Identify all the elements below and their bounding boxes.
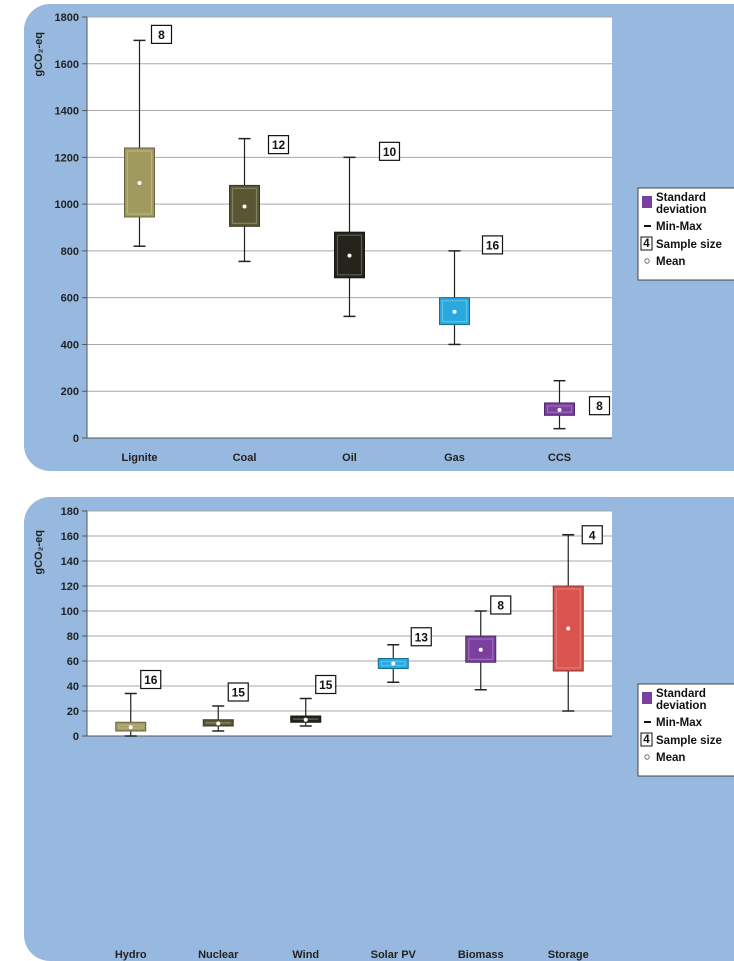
y-tick-label: 1800 <box>55 12 79 24</box>
y-tick-label: 400 <box>61 339 79 351</box>
box-bevel-coal <box>231 187 258 224</box>
x-category-label: Biomass <box>458 949 504 961</box>
x-category-label: Oil <box>342 452 357 464</box>
mean-marker-nuclear <box>216 721 221 726</box>
x-category-label: Storage <box>548 949 589 961</box>
x-category-label: Gas <box>444 452 465 464</box>
box-bevel-oil <box>336 234 363 276</box>
legend-sample-badge-text: 4 <box>643 734 650 746</box>
sample-size-badge-ccs <box>588 396 611 416</box>
legend-mean-marker <box>644 754 650 760</box>
y-tick-label: 800 <box>61 246 79 258</box>
sample-size-badge-solar-pv <box>410 627 432 647</box>
mean-marker-gas <box>452 309 457 314</box>
legend-minmax-label: Min-Max <box>656 717 703 729</box>
box-bevel-lignite <box>126 150 153 215</box>
y-tick-label: 40 <box>67 681 79 693</box>
x-category-label: Wind <box>292 949 319 961</box>
y-tick-label: 0 <box>73 731 79 743</box>
fossil-emissions-box-chart: 0 200 400 600 800 1000 1200 1400 1600 1800 gCO₂-eq… <box>33 12 734 464</box>
box-bevel-ccs <box>546 405 573 413</box>
mean-marker-hydro <box>128 725 133 730</box>
sample-size-badge-nuclear <box>227 682 249 702</box>
legend-std-label-1: Standard <box>656 688 706 700</box>
y-tick-label: 60 <box>67 656 79 668</box>
y-tick-label: 1600 <box>55 59 79 71</box>
sample-size-label-nuclear: 15 <box>232 686 246 700</box>
y-tick-label: 160 <box>61 531 79 543</box>
y-tick-label: 180 <box>61 506 79 518</box>
sample-size-label-ccs: 8 <box>596 399 603 413</box>
legend-sample-badge-text: 4 <box>643 238 650 250</box>
sample-size-badge-oil <box>378 141 401 161</box>
legend-minmax-label: Min-Max <box>656 221 703 233</box>
legend-sample-label: Sample size <box>656 735 722 747</box>
mean-marker-solar-pv <box>391 661 396 666</box>
legend-std-label-2: deviation <box>656 700 706 712</box>
sample-size-label-biomass: 8 <box>497 599 504 613</box>
y-tick-label: 20 <box>67 706 79 718</box>
legend-sample-badge <box>640 732 653 747</box>
sample-size-badge-coal <box>267 135 290 155</box>
sample-size-label-coal: 12 <box>272 138 286 152</box>
legend-box <box>637 187 734 281</box>
mean-marker-biomass <box>478 647 483 652</box>
x-category-label: CCS <box>548 452 571 464</box>
y-tick-label: 80 <box>67 631 79 643</box>
y-tick-label: 1400 <box>55 106 79 118</box>
y-axis-label: gCO₂-eq <box>33 32 45 77</box>
legend-std-swatch <box>642 196 652 208</box>
y-tick-label: 1200 <box>55 152 79 164</box>
mean-marker-wind <box>303 717 308 722</box>
sample-size-badge-storage <box>581 525 603 545</box>
mean-marker-coal <box>242 204 247 209</box>
y-tick-label: 0 <box>73 433 79 445</box>
x-category-label: Lignite <box>121 452 157 464</box>
x-category-label: Coal <box>233 452 257 464</box>
y-tick-label: 120 <box>61 581 79 593</box>
y-tick-label: 600 <box>61 293 79 305</box>
sample-size-label-oil: 10 <box>383 145 397 159</box>
sample-size-badge-biomass <box>490 595 512 615</box>
box-bevel-biomass <box>468 638 494 660</box>
box-bevel-storage <box>555 588 581 669</box>
y-tick-label: 200 <box>61 386 79 398</box>
legend-std-label-1: Standard <box>656 192 706 204</box>
legend-sample-label: Sample size <box>656 239 722 251</box>
sample-size-badge-gas <box>481 235 504 255</box>
sample-size-badge-wind <box>315 674 337 695</box>
legend-box <box>637 683 734 777</box>
sample-size-badge-lignite <box>150 24 173 44</box>
sample-size-label-solar-pv: 13 <box>415 630 429 644</box>
x-category-label: Hydro <box>115 949 147 961</box>
plot-area <box>87 511 612 736</box>
mean-marker-oil <box>347 253 352 258</box>
y-tick-label: 1000 <box>55 199 79 211</box>
legend-mean-label: Mean <box>656 256 685 268</box>
mean-marker-storage <box>566 626 571 631</box>
sample-size-label-wind: 15 <box>319 678 333 692</box>
legend-std-swatch <box>642 692 652 704</box>
x-category-label: Nuclear <box>198 949 239 961</box>
legend-std-label-2: deviation <box>656 204 706 216</box>
sample-size-label-lignite: 8 <box>158 28 165 42</box>
y-tick-label: 140 <box>61 556 79 568</box>
legend-mean-marker <box>644 258 650 264</box>
sample-size-label-gas: 16 <box>486 238 500 252</box>
legend-sample-badge <box>640 236 653 251</box>
y-tick-label: 100 <box>61 606 79 618</box>
box-bevel-gas <box>441 300 468 323</box>
sample-size-badge-hydro <box>140 669 162 690</box>
y-axis-label: gCO₂-eq <box>33 530 45 575</box>
mean-marker-ccs <box>557 407 562 412</box>
sample-size-label-storage: 4 <box>589 528 596 542</box>
sample-size-label-hydro: 16 <box>144 673 158 687</box>
x-category-label: Solar PV <box>371 949 417 961</box>
legend-mean-label: Mean <box>656 752 685 764</box>
mean-marker-lignite <box>137 181 142 186</box>
